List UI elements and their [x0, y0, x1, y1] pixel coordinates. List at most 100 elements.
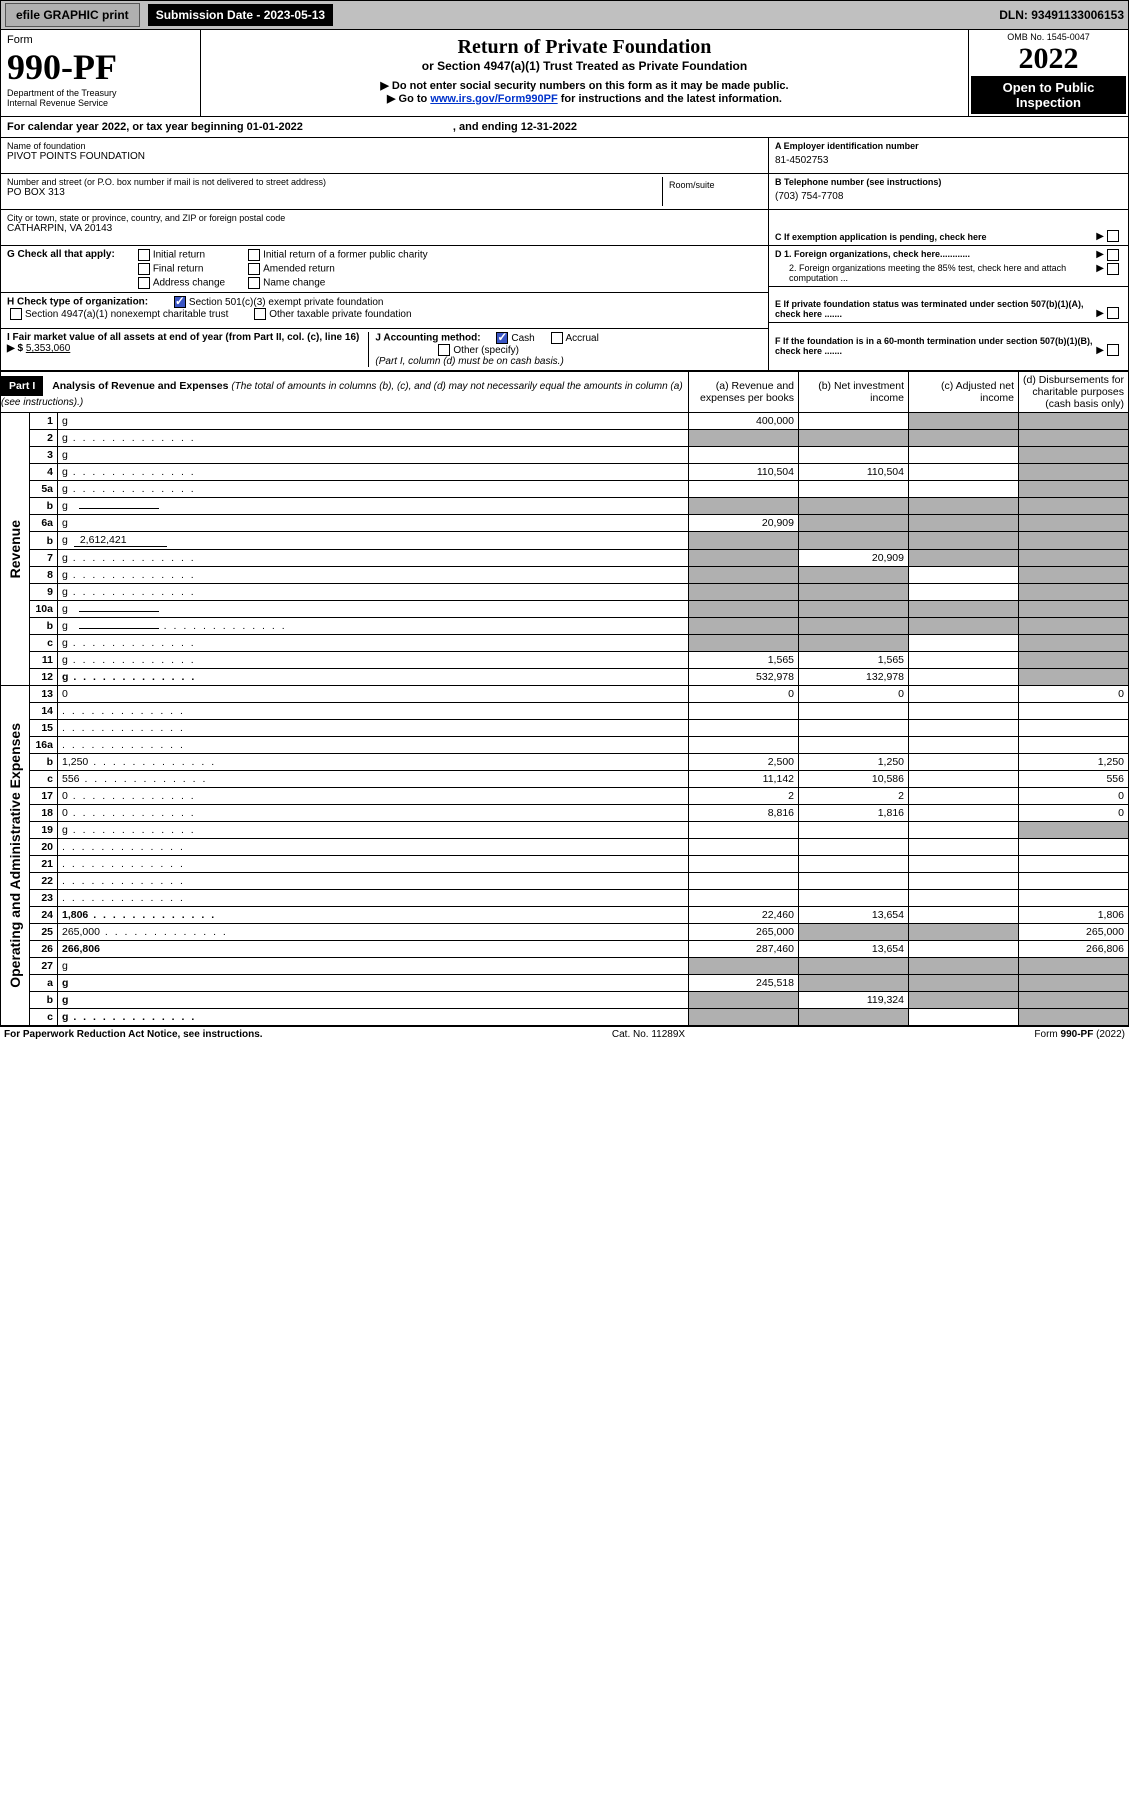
footer-mid: Cat. No. 11289X [612, 1029, 685, 1040]
row-val-d [1019, 498, 1129, 515]
row-val-d [1019, 413, 1129, 430]
row-val-b [799, 498, 909, 515]
dept-line2: Internal Revenue Service [7, 98, 194, 108]
row-number: b [30, 532, 58, 550]
submission-date: Submission Date - 2023-05-13 [148, 4, 333, 26]
row-val-c [909, 907, 1019, 924]
row-val-c [909, 584, 1019, 601]
row-val-b [799, 839, 909, 856]
table-row: 22 [1, 873, 1129, 890]
row-number: 27 [30, 958, 58, 975]
efile-button[interactable]: efile GRAPHIC print [5, 3, 140, 27]
row-val-b [799, 703, 909, 720]
form-label: Form [7, 34, 194, 46]
row-val-b [799, 515, 909, 532]
d2-check[interactable] [1107, 263, 1119, 275]
row-desc: 0 [58, 805, 689, 822]
h-opt-501c3[interactable]: Section 501(c)(3) exempt private foundat… [171, 297, 384, 308]
row-val-b [799, 532, 909, 550]
row-val-c [909, 873, 1019, 890]
g-opt-final[interactable]: Final return [135, 263, 225, 275]
row-val-b [799, 584, 909, 601]
row-val-a [689, 720, 799, 737]
row-val-d [1019, 567, 1129, 584]
i-cell: I Fair market value of all assets at end… [7, 332, 369, 367]
footer-right: Form 990-PF (2022) [1034, 1029, 1125, 1040]
g-opt-former[interactable]: Initial return of a former public charit… [245, 249, 428, 261]
j-cell: J Accounting method: Cash Accrual Other … [369, 332, 762, 367]
row-val-a: 22,460 [689, 907, 799, 924]
table-row: c55611,14210,586556 [1, 771, 1129, 788]
e-check[interactable] [1107, 307, 1119, 319]
j-other[interactable]: Other (specify) [435, 345, 519, 356]
org-name-cell: Name of foundation PIVOT POINTS FOUNDATI… [1, 138, 768, 174]
g-opt-name[interactable]: Name change [245, 277, 428, 289]
table-row: bg [1, 498, 1129, 515]
f-check[interactable] [1107, 344, 1119, 356]
calendar-row: For calendar year 2022, or tax year begi… [0, 117, 1129, 138]
row-val-b [799, 737, 909, 754]
row-desc: g [58, 992, 689, 1009]
row-desc: g [58, 958, 689, 975]
d1-check[interactable] [1107, 249, 1119, 261]
g-opt-address[interactable]: Address change [135, 277, 225, 289]
g-row: G Check all that apply: Initial return F… [1, 246, 768, 293]
table-row: 241,80622,46013,6541,806 [1, 907, 1129, 924]
row-val-b: 1,250 [799, 754, 909, 771]
h-opt-other[interactable]: Other taxable private foundation [251, 309, 411, 320]
g-opt-amended[interactable]: Amended return [245, 263, 428, 275]
row-number: 12 [30, 669, 58, 686]
row-desc: g [58, 447, 689, 464]
row-desc: g [58, 481, 689, 498]
table-row: cg [1, 1009, 1129, 1026]
table-row: 7g20,909 [1, 550, 1129, 567]
row-desc: g [58, 430, 689, 447]
row-number: 16a [30, 737, 58, 754]
table-row: 19g [1, 822, 1129, 839]
row-desc: 266,806 [58, 941, 689, 958]
row-val-d [1019, 618, 1129, 635]
row-number: c [30, 635, 58, 652]
g-opt-initial[interactable]: Initial return [135, 249, 225, 261]
table-row: 12g532,978132,978 [1, 669, 1129, 686]
h-opt-4947[interactable]: Section 4947(a)(1) nonexempt charitable … [7, 309, 228, 320]
row-val-c [909, 788, 1019, 805]
row-desc: 556 [58, 771, 689, 788]
form-subtitle: or Section 4947(a)(1) Trust Treated as P… [207, 59, 962, 73]
table-row: 23 [1, 890, 1129, 907]
row-val-c [909, 618, 1019, 635]
row-val-d [1019, 669, 1129, 686]
g-label: G Check all that apply: [7, 249, 115, 260]
row-desc: 1,806 [58, 907, 689, 924]
table-row: 2g [1, 430, 1129, 447]
org-name: PIVOT POINTS FOUNDATION [7, 151, 762, 162]
row-desc: g [58, 975, 689, 992]
e-cell: E If private foundation status was termi… [769, 287, 1128, 323]
form-warn1: ▶ Do not enter social security numbers o… [207, 79, 962, 92]
d2-label: 2. Foreign organizations meeting the 85%… [775, 263, 1096, 283]
row-val-c [909, 669, 1019, 686]
row-desc [58, 703, 689, 720]
j-cash[interactable]: Cash [493, 333, 534, 344]
col-c-header: (c) Adjusted net income [909, 372, 1019, 413]
form-990pf-link[interactable]: www.irs.gov/Form990PF [430, 93, 557, 105]
b-value: (703) 754-7708 [775, 191, 1122, 202]
row-val-b: 13,654 [799, 907, 909, 924]
row-number: 3 [30, 447, 58, 464]
org-city-label: City or town, state or province, country… [7, 213, 762, 223]
row-val-b [799, 447, 909, 464]
calendar-begin: For calendar year 2022, or tax year begi… [7, 121, 303, 133]
row-val-b: 10,586 [799, 771, 909, 788]
row-val-b: 1,816 [799, 805, 909, 822]
table-row: 5ag [1, 481, 1129, 498]
j-accrual[interactable]: Accrual [548, 333, 599, 344]
i-value: 5,353,060 [26, 343, 71, 354]
row-val-b: 1,565 [799, 652, 909, 669]
row-number: c [30, 1009, 58, 1026]
c-check[interactable] [1107, 230, 1119, 242]
row-desc: 265,000 [58, 924, 689, 941]
row-val-c [909, 958, 1019, 975]
row-val-b [799, 856, 909, 873]
form-header-right: OMB No. 1545-0047 2022 Open to Public In… [968, 30, 1128, 116]
table-row: 15 [1, 720, 1129, 737]
